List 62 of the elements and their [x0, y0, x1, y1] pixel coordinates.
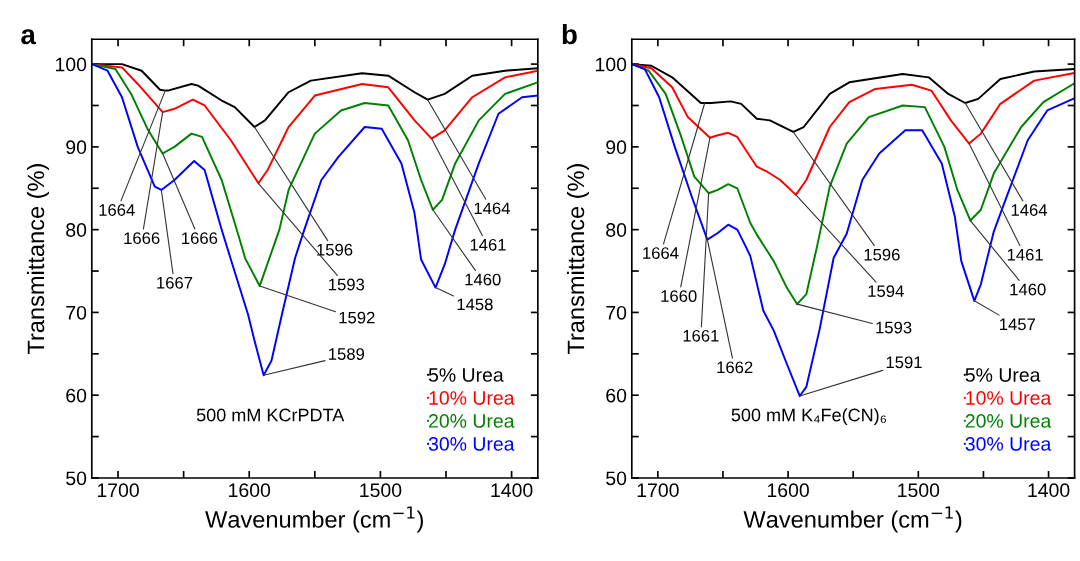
annotation: 1662: [717, 361, 753, 374]
annotation: 1594: [868, 285, 904, 298]
x-tick-label: 1500: [360, 483, 402, 498]
y-tick-label: 70: [606, 305, 627, 320]
y-tick-label: 50: [66, 471, 87, 486]
chart-title: a: [21, 29, 37, 45]
x-tick-label: 1700: [97, 483, 139, 498]
legend-label: 10% Urea: [966, 391, 1052, 405]
x-tick-label: 1600: [229, 483, 271, 498]
annotation: 1458: [457, 298, 493, 311]
y-tick-label: 50: [606, 471, 627, 486]
annotation: 1464: [474, 202, 510, 215]
y-tick-label: 60: [606, 388, 627, 403]
annotation: 1664: [99, 204, 135, 216]
annotation: 1661: [683, 329, 719, 342]
y-axis-title: Transmittance (%): [26, 164, 49, 355]
annotation: 1596: [864, 248, 900, 261]
legend-label: 20% Urea: [965, 414, 1052, 428]
x-tick-label: 1500: [898, 483, 940, 498]
annotation: 1666: [124, 232, 160, 245]
x-tick-label: 1600: [767, 483, 809, 498]
annotation: 1589: [329, 348, 365, 360]
annotation: 1593: [876, 321, 912, 334]
annotation: 1591: [886, 356, 922, 369]
y-tick-label: 70: [66, 305, 87, 320]
x-tick-label: 1400: [1028, 483, 1070, 498]
legend-label: 20% Urea: [429, 414, 515, 428]
annotation: 1460: [465, 273, 501, 286]
annotation: 1660: [661, 290, 697, 302]
legend-label: 30% Urea: [965, 437, 1052, 451]
y-tick-label: 100: [595, 57, 627, 72]
annotation: 1664: [643, 247, 679, 259]
annotation: 1461: [470, 238, 506, 251]
annotation: 1596: [317, 243, 353, 256]
annotation: 1461: [1007, 248, 1043, 261]
y-tick-label: 60: [66, 388, 87, 403]
legend-label: 5% Urea: [965, 368, 1041, 382]
annotation: 1457: [1000, 318, 1035, 331]
annotation: 1667: [157, 276, 193, 289]
annotation: 1666: [182, 232, 218, 245]
y-tick-label: 90: [606, 140, 627, 155]
annotation: 1460: [1010, 283, 1046, 296]
annotation: 1592: [339, 311, 375, 324]
x-tick-label: 1400: [491, 483, 533, 498]
x-axis-title: Wavenumber (cm$^{−1}$): [205, 506, 423, 533]
annotation: 1464: [1011, 204, 1048, 216]
line-series: [631, 63, 1075, 196]
y-tick-label: 80: [66, 223, 87, 237]
x-axis-title: Wavenumber (cm$^{−1}$): [743, 506, 962, 533]
legend-label: 10% Urea: [429, 391, 515, 405]
y-tick-label: 80: [606, 223, 627, 237]
y-tick-label: 90: [66, 140, 87, 155]
y-tick-label: 100: [55, 57, 87, 72]
x-tick-label: 1700: [637, 483, 679, 498]
chart-title: b: [562, 23, 577, 45]
y-axis-title: Transmittance (%): [566, 164, 589, 355]
legend-label: 30% Urea: [428, 437, 515, 451]
annotation: 1593: [329, 278, 365, 291]
annotation: 500 mM KCrPDTA: [196, 408, 345, 422]
line-series: [91, 63, 538, 185]
annotation: 500 mM K₄Fe(CN)₆: [731, 408, 886, 425]
legend-label: 5% Urea: [428, 368, 504, 382]
